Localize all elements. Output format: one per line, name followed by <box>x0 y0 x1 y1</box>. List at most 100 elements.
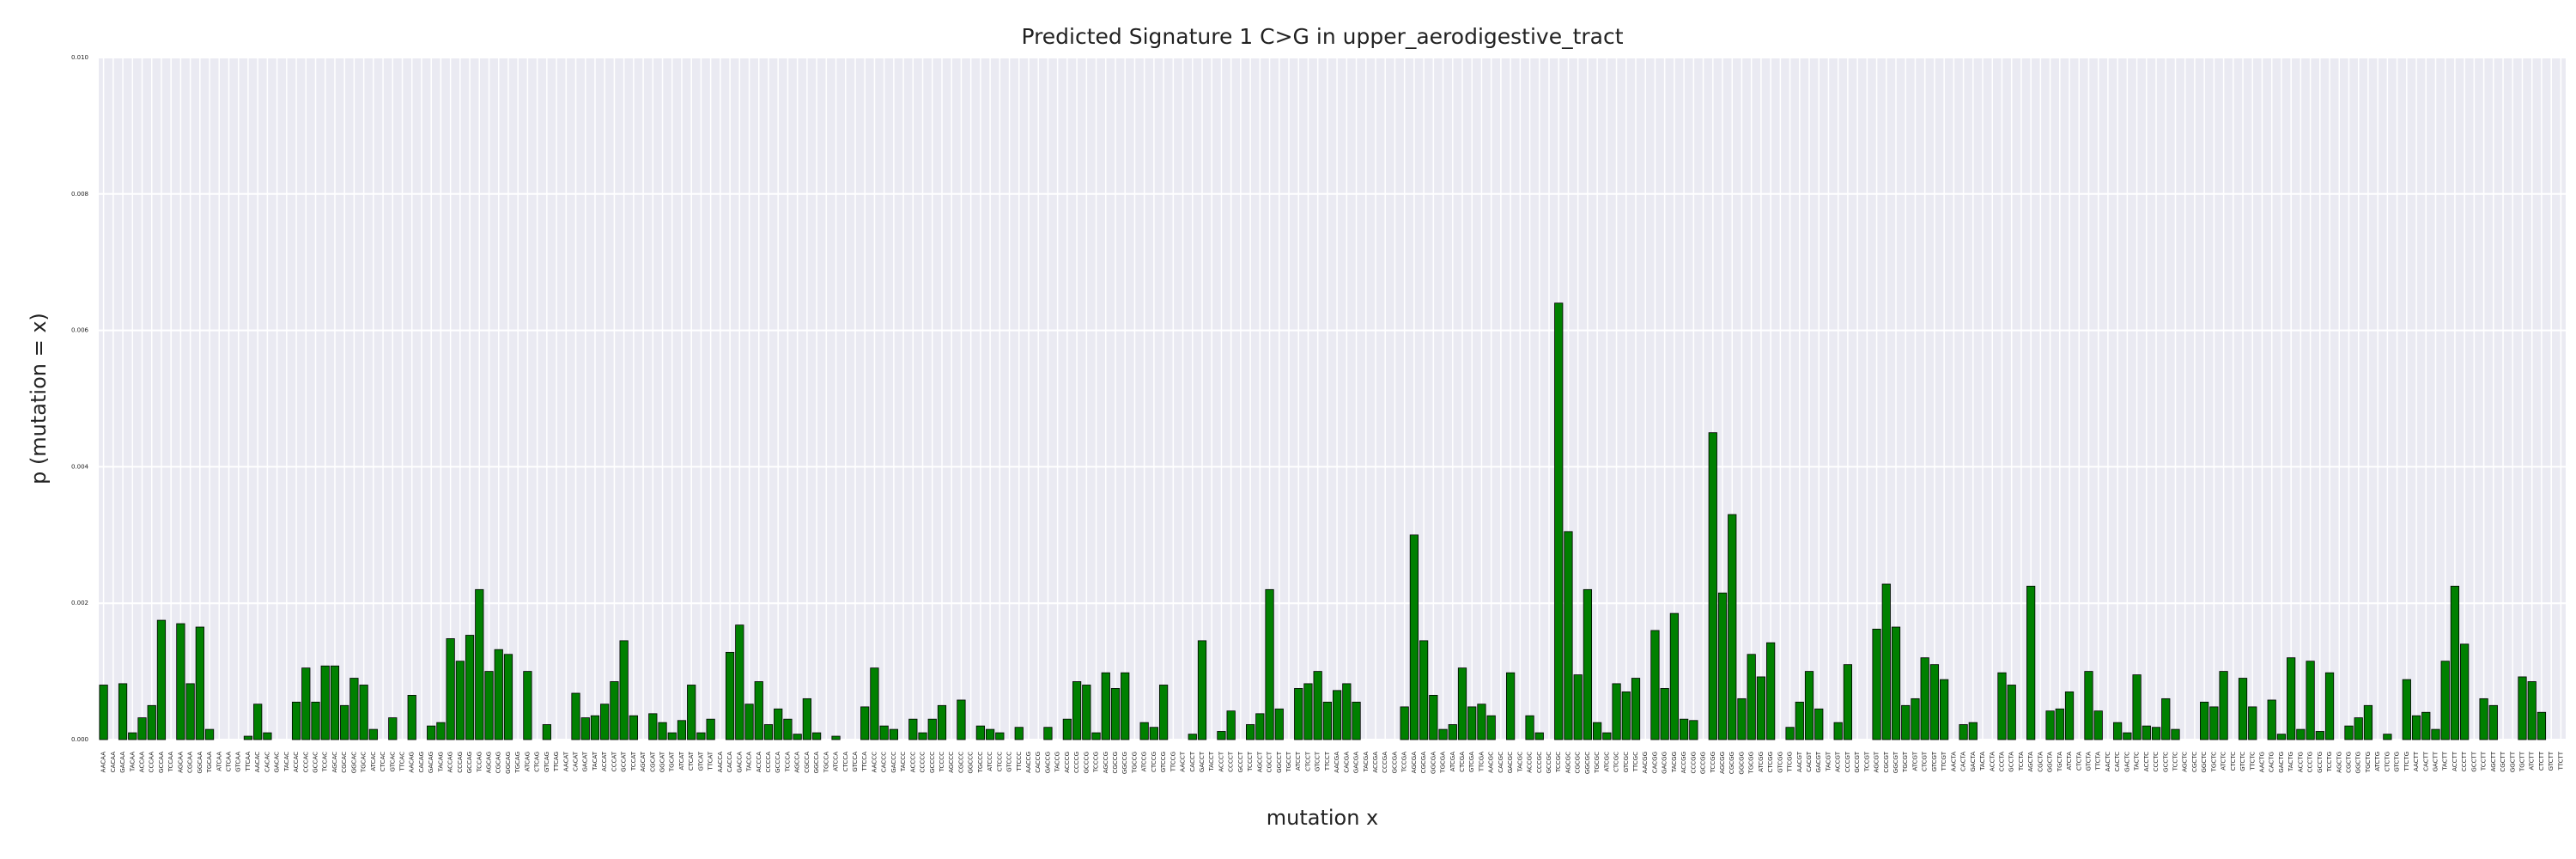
x-tick-label: TGCTG <box>2365 752 2372 773</box>
bar <box>1400 706 1409 740</box>
bar <box>629 715 638 740</box>
x-tick-label: CTCAA <box>226 752 233 772</box>
x-tick-label: GCCAA <box>158 752 165 773</box>
x-tick-label: CTCTG <box>2384 752 2391 771</box>
bar <box>1689 720 1698 740</box>
x-tick-label: TACAA <box>129 752 136 772</box>
x-tick-label: GACCG <box>1044 752 1051 773</box>
x-tick-label: CGCAC <box>341 752 348 773</box>
bar <box>687 685 696 740</box>
x-tick-label: ACCTT <box>2451 751 2458 771</box>
bar <box>774 708 783 740</box>
x-tick-label: CGCGT <box>1883 751 1890 772</box>
x-tick-label: AACTA <box>1950 752 1957 771</box>
x-tick-label: TACCA <box>746 752 753 772</box>
x-tick-label: GTCAC <box>389 752 396 772</box>
bar <box>147 704 156 740</box>
bar <box>1457 667 1467 740</box>
x-tick-label: CCCTT <box>2461 751 2468 771</box>
x-tick-label: CACTT <box>2422 751 2429 771</box>
x-tick-label: GTCTA <box>2085 752 2092 771</box>
x-tick-label: ATCGT <box>1911 751 1918 771</box>
bar <box>1217 731 1226 740</box>
x-tick-label: GGCAG <box>505 752 512 774</box>
x-tick-label: ACCGG <box>1680 752 1687 773</box>
bar <box>580 717 590 740</box>
bar <box>2383 734 2392 740</box>
x-tick-label: CTCGC <box>1613 752 1620 772</box>
x-tick-label: TTCCT <box>1324 751 1331 771</box>
y-tick-label: 0.010 <box>71 54 88 61</box>
x-tick-label: GCCAT <box>621 751 628 771</box>
bar <box>889 728 898 740</box>
x-tick-label: CACGG <box>1651 752 1658 773</box>
bar <box>1660 688 1669 740</box>
bar <box>311 701 320 740</box>
x-tick-label: CGCTA <box>2037 752 2044 772</box>
bar <box>975 725 985 740</box>
bar <box>2248 706 2257 740</box>
x-tick-label: GACTC <box>2123 752 2130 772</box>
bar <box>1467 706 1477 740</box>
bar <box>2488 704 2498 740</box>
x-tick-label: CCCGG <box>1690 752 1697 774</box>
x-tick-label: GACGC <box>1507 752 1514 773</box>
x-tick-label: TGCAA <box>206 752 213 774</box>
x-tick-label: CTCGA <box>1459 752 1466 772</box>
x-tick-label: CGCTG <box>2345 752 2352 773</box>
bar <box>185 683 195 740</box>
bar <box>918 732 927 740</box>
x-tick-label: TACGA <box>1363 752 1370 773</box>
bar <box>2132 674 2142 740</box>
x-tick-label: CCCAG <box>457 752 464 773</box>
bar <box>1149 727 1158 740</box>
x-tick-label: CGCCG <box>1112 752 1119 774</box>
bar <box>2354 717 2363 740</box>
bar <box>1911 698 1920 740</box>
bar <box>2431 728 2440 740</box>
x-tick-label: CACCT <box>1189 751 1196 771</box>
x-tick-label: TCCGC <box>1555 752 1562 773</box>
x-axis-label: mutation x <box>1267 806 1379 830</box>
bar <box>455 661 465 740</box>
bar <box>1082 685 1091 740</box>
bar <box>1612 683 1621 740</box>
x-tick-label: CACGC <box>1498 752 1504 773</box>
bar <box>696 732 706 740</box>
x-tick-label: GACTT <box>2432 751 2439 771</box>
bar <box>263 732 272 740</box>
bar <box>407 694 416 740</box>
x-tick-label: TTCAT <box>708 751 714 771</box>
bar <box>436 722 446 740</box>
x-tick-label: ACCGC <box>1527 752 1534 773</box>
x-tick-label: ACCTA <box>1989 752 1996 771</box>
bar <box>667 732 677 740</box>
bar <box>1997 672 2007 740</box>
x-tick-label: GGCTT <box>2509 751 2516 772</box>
bar <box>128 732 137 740</box>
bar <box>1506 672 1516 740</box>
x-tick-label: TCCAC <box>322 752 329 772</box>
x-tick-label: AGCAT <box>640 751 647 771</box>
x-tick-label: AGCGT <box>1874 751 1880 772</box>
bar <box>1043 727 1053 740</box>
bar <box>301 667 311 740</box>
x-tick-label: TCCCT <box>1247 751 1254 772</box>
bar <box>1717 592 1728 740</box>
bar <box>1110 688 1121 740</box>
bar <box>2026 585 2036 740</box>
bar <box>1968 722 1978 740</box>
bar <box>811 732 822 740</box>
x-tick-label: GTCGG <box>1777 752 1783 773</box>
x-tick-label: GGCTC <box>2201 752 2208 773</box>
x-tick-label: TACAC <box>283 752 290 772</box>
bar <box>1959 724 1968 740</box>
bar <box>985 728 995 740</box>
bar <box>879 725 889 740</box>
x-tick-label: TACCT <box>1208 751 1215 771</box>
x-tick-label: TCCGG <box>1710 752 1716 774</box>
x-tick-label: GACAT <box>582 751 589 771</box>
x-tick-label: TGCCT <box>1285 751 1292 772</box>
bar <box>1525 715 1534 740</box>
x-tick-label: AGCCT <box>1256 751 1263 772</box>
